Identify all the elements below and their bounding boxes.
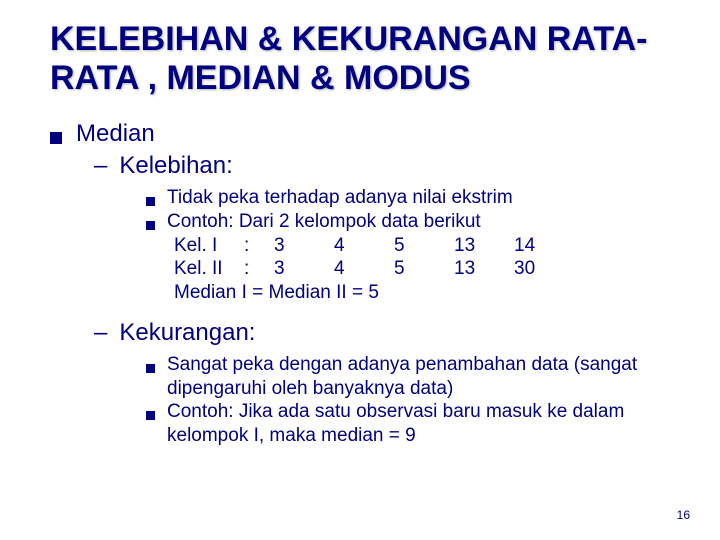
bullet-kelebihan: – Kelebihan:	[94, 152, 680, 180]
kelebihan-point-1: Tidak peka terhadap adanya nilai ekstrim	[146, 186, 680, 210]
row-label: Kel. II	[174, 257, 244, 281]
cell: 3	[274, 257, 334, 281]
square-bullet-icon	[146, 197, 155, 206]
row-label: Kel. I	[174, 234, 244, 258]
row-colon: :	[244, 234, 274, 258]
cell: 14	[514, 234, 574, 258]
kekurangan-point-1: Sangat peka dengan adanya penambahan dat…	[146, 353, 680, 401]
cell: 13	[454, 234, 514, 258]
kelebihan-conclusion: Median I = Median II = 5	[174, 281, 680, 305]
cell: 4	[334, 234, 394, 258]
square-bullet-icon	[146, 411, 155, 420]
table-row: Kel. II : 3 4 5 13 30	[174, 257, 680, 281]
spacer	[50, 305, 680, 319]
bullet-kekurangan: – Kekurangan:	[94, 319, 680, 347]
cell: 30	[514, 257, 574, 281]
kelebihan-p2-text: Contoh: Dari 2 kelompok data berikut	[167, 210, 481, 234]
cell: 5	[394, 257, 454, 281]
kelebihan-p1-text: Tidak peka terhadap adanya nilai ekstrim	[167, 186, 513, 210]
kekurangan-heading: Kekurangan:	[119, 319, 255, 347]
slide-title: KELEBIHAN & KEKURANGAN RATA-RATA , MEDIA…	[50, 20, 680, 98]
kekurangan-p1-text: Sangat peka dengan adanya penambahan dat…	[167, 353, 680, 401]
kelebihan-point-2: Contoh: Dari 2 kelompok data berikut	[146, 210, 680, 234]
dash-icon: –	[94, 152, 107, 180]
median-label: Median	[76, 120, 155, 148]
square-bullet-icon	[146, 364, 155, 373]
square-bullet-icon	[146, 221, 155, 230]
kekurangan-point-2: Contoh: Jika ada satu observasi baru mas…	[146, 400, 680, 448]
row-colon: :	[244, 257, 274, 281]
data-table: Kel. I : 3 4 5 13 14 Kel. II : 3 4 5 13 …	[174, 234, 680, 282]
table-row: Kel. I : 3 4 5 13 14	[174, 234, 680, 258]
page-number: 16	[677, 508, 690, 522]
cell: 13	[454, 257, 514, 281]
kekurangan-p2-text: Contoh: Jika ada satu observasi baru mas…	[167, 400, 680, 448]
cell: 3	[274, 234, 334, 258]
cell: 4	[334, 257, 394, 281]
slide: KELEBIHAN & KEKURANGAN RATA-RATA , MEDIA…	[0, 0, 720, 540]
cell: 5	[394, 234, 454, 258]
square-bullet-icon	[50, 132, 62, 144]
bullet-median: Median	[50, 120, 680, 148]
kelebihan-heading: Kelebihan:	[119, 152, 232, 180]
dash-icon: –	[94, 319, 107, 347]
